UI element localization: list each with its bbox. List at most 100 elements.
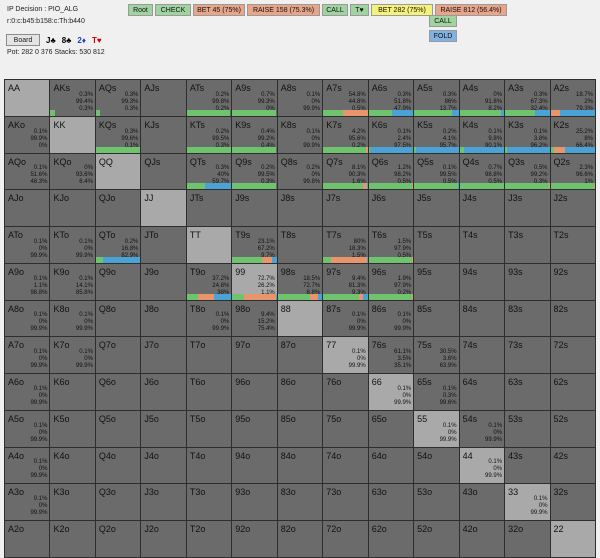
hand-cell-Q5s[interactable]: Q5s 0.1% 99.5% 0.5% [414,153,459,190]
hand-cell-52o[interactable]: 52o [414,521,459,557]
hand-cell-T9o[interactable]: T9o 37.2% 24.8% 38% [186,263,232,300]
hand-cell-52s[interactable]: 52s [550,410,595,447]
hand-cell-32s[interactable]: 32s [550,484,595,521]
hand-cell-A9o[interactable]: A9o 0.1% 1.1% 98.8% [5,263,50,300]
hand-cell-Q9s[interactable]: Q9s 0.2% 99.5% 0.3% [232,153,277,190]
hand-cell-A3s[interactable]: A3s 0.3% 67.3% 32.4% [505,80,550,116]
hand-cell-87o[interactable]: 87o [277,337,323,374]
hand-cell-A2s[interactable]: A2s 18.7% 2% 79.3% [550,80,595,116]
hand-cell-43o[interactable]: 43o [459,484,505,521]
hand-cell-A7o[interactable]: A7o 0.1% 0% 99.9% [5,337,50,374]
hand-cell-T5s[interactable]: T5s [414,227,459,263]
hand-cell-QJs[interactable]: QJs [141,153,186,190]
tree-node-button[interactable]: BET 282 (75%) [371,4,433,16]
hand-cell-Q6s[interactable]: Q6s 1.2% 98.2% 0.5% [368,153,414,190]
hand-cell-97s[interactable]: 97s 9.4% 81.3% 9.3% [323,263,368,300]
hand-cell-A8s[interactable]: A8s 0.1% 0% 99.9% [277,80,323,116]
hand-cell-87s[interactable]: 87s 0.1% 0% 99.9% [323,300,368,337]
hand-cell-53o[interactable]: 53o [414,484,459,521]
hand-cell-A6o[interactable]: A6o 0.1% 0% 99.9% [5,374,50,410]
hand-cell-65o[interactable]: 65o [368,410,414,447]
hand-cell-J8s[interactable]: J8s [277,190,323,227]
hand-cell-K7o[interactable]: K7o 0.1% 0% 99.9% [50,337,95,374]
hand-cell-K2o[interactable]: K2o [50,521,95,557]
hand-cell-J8o[interactable]: J8o [141,300,186,337]
hand-cell-K7s[interactable]: K7s 4.2% 95.6% 0.2% [323,116,368,153]
hand-cell-K4o[interactable]: K4o [50,447,95,484]
hand-cell-TT[interactable]: TT [186,227,232,263]
hand-cell-AJo[interactable]: AJo [5,190,50,227]
hand-cell-A5s[interactable]: A5s 0.3% 86% 13.7% [414,80,459,116]
hand-cell-76s[interactable]: 76s 61.1% 3.5% 35.1% [368,337,414,374]
hand-cell-22[interactable]: 22 [550,521,595,557]
hand-cell-Q3o[interactable]: Q3o [95,484,141,521]
hand-cell-KTo[interactable]: KTo 0.1% 0% 99.9% [50,227,95,263]
hand-cell-64o[interactable]: 64o [368,447,414,484]
hand-cell-A7s[interactable]: A7s 54.8% 44.8% 0.5% [323,80,368,116]
hand-cell-K3s[interactable]: K3s 0.1% 3.8% 96.2% [505,116,550,153]
hand-cell-T8s[interactable]: T8s [277,227,323,263]
hand-cell-T3s[interactable]: T3s [505,227,550,263]
hand-cell-QTo[interactable]: QTo 0.2% 16.8% 82.9% [95,227,141,263]
hand-cell-AJs[interactable]: AJs [141,80,186,116]
hand-cell-63o[interactable]: 63o [368,484,414,521]
hand-cell-53s[interactable]: 53s [505,410,550,447]
hand-cell-92s[interactable]: 92s [550,263,595,300]
hand-cell-96o[interactable]: 96o [232,374,277,410]
hand-cell-J2s[interactable]: J2s [550,190,595,227]
hand-cell-Q3s[interactable]: Q3s 0.5% 99.2% 0.3% [505,153,550,190]
hand-cell-Q8o[interactable]: Q8o [95,300,141,337]
hand-cell-98s[interactable]: 98s 18.5% 72.7% 8.8% [277,263,323,300]
hand-cell-JJ[interactable]: JJ [141,190,186,227]
hand-cell-K8o[interactable]: K8o 0.1% 0% 99.9% [50,300,95,337]
hand-cell-A2o[interactable]: A2o [5,521,50,557]
hand-cell-Q6o[interactable]: Q6o [95,374,141,410]
hand-cell-K4s[interactable]: K4s 0.1% 9.8% 90.1% [459,116,505,153]
hand-cell-K5o[interactable]: K5o [50,410,95,447]
hand-cell-T6o[interactable]: T6o [186,374,232,410]
hand-cell-AQo[interactable]: AQo 0.1% 51.6% 48.3% [5,153,50,190]
hand-cell-Q5o[interactable]: Q5o [95,410,141,447]
hand-cell-J5o[interactable]: J5o [141,410,186,447]
hand-cell-J3s[interactable]: J3s [505,190,550,227]
hand-cell-43s[interactable]: 43s [505,447,550,484]
hand-cell-J6o[interactable]: J6o [141,374,186,410]
hand-cell-76o[interactable]: 76o [323,374,368,410]
hand-cell-A4s[interactable]: A4s 0% 91.8% 8.2% [459,80,505,116]
hand-cell-99[interactable]: 99 72.7% 26.2% 1.1% [232,263,277,300]
hand-cell-84s[interactable]: 84s [459,300,505,337]
hand-cell-K9s[interactable]: K9s 0.4% 99.2% 0.4% [232,116,277,153]
hand-cell-Q2o[interactable]: Q2o [95,521,141,557]
hand-cell-KJs[interactable]: KJs [141,116,186,153]
hand-cell-T3o[interactable]: T3o [186,484,232,521]
hand-cell-A3o[interactable]: A3o 0.1% 0% 99.9% [5,484,50,521]
hand-cell-KTs[interactable]: KTs 0.2% 99.5% 0.3% [186,116,232,153]
hand-cell-83o[interactable]: 83o [277,484,323,521]
hand-cell-K2s[interactable]: K2s 25.2% 8% 66.4% [550,116,595,153]
hand-cell-92o[interactable]: 92o [232,521,277,557]
hand-cell-J2o[interactable]: J2o [141,521,186,557]
hand-cell-A8o[interactable]: A8o 0.1% 0% 99.9% [5,300,50,337]
tree-node-button[interactable]: T♥ [350,4,369,16]
hand-cell-75o[interactable]: 75o [323,410,368,447]
hand-cell-J7o[interactable]: J7o [141,337,186,374]
hand-cell-44[interactable]: 44 0.1% 0% 99.9% [459,447,505,484]
hand-cell-J6s[interactable]: J6s [368,190,414,227]
hand-cell-JTo[interactable]: JTo [141,227,186,263]
hand-cell-T7o[interactable]: T7o [186,337,232,374]
hand-cell-88[interactable]: 88 [277,300,323,337]
hand-cell-J9s[interactable]: J9s [232,190,277,227]
hand-cell-74o[interactable]: 74o [323,447,368,484]
tree-node-button[interactable]: CALL [322,4,348,16]
hand-cell-72o[interactable]: 72o [323,521,368,557]
hand-cell-K3o[interactable]: K3o [50,484,95,521]
hand-cell-85o[interactable]: 85o [277,410,323,447]
hand-cell-A5o[interactable]: A5o 0.1% 0% 99.9% [5,410,50,447]
hand-cell-AQs[interactable]: AQs 0.3% 99.3% 0.3% [95,80,141,116]
fold-button[interactable]: FOLD [429,30,457,42]
hand-cell-66[interactable]: 66 0.1% 0% 99.9% [368,374,414,410]
hand-cell-QQ[interactable]: QQ [95,153,141,190]
hand-cell-KQo[interactable]: KQo 0% 93.6% 6.4% [50,153,95,190]
hand-cell-77[interactable]: 77 0.1% 0% 99.9% [323,337,368,374]
hand-cell-Q2s[interactable]: Q2s 2.3% 96.6% 1% [550,153,595,190]
